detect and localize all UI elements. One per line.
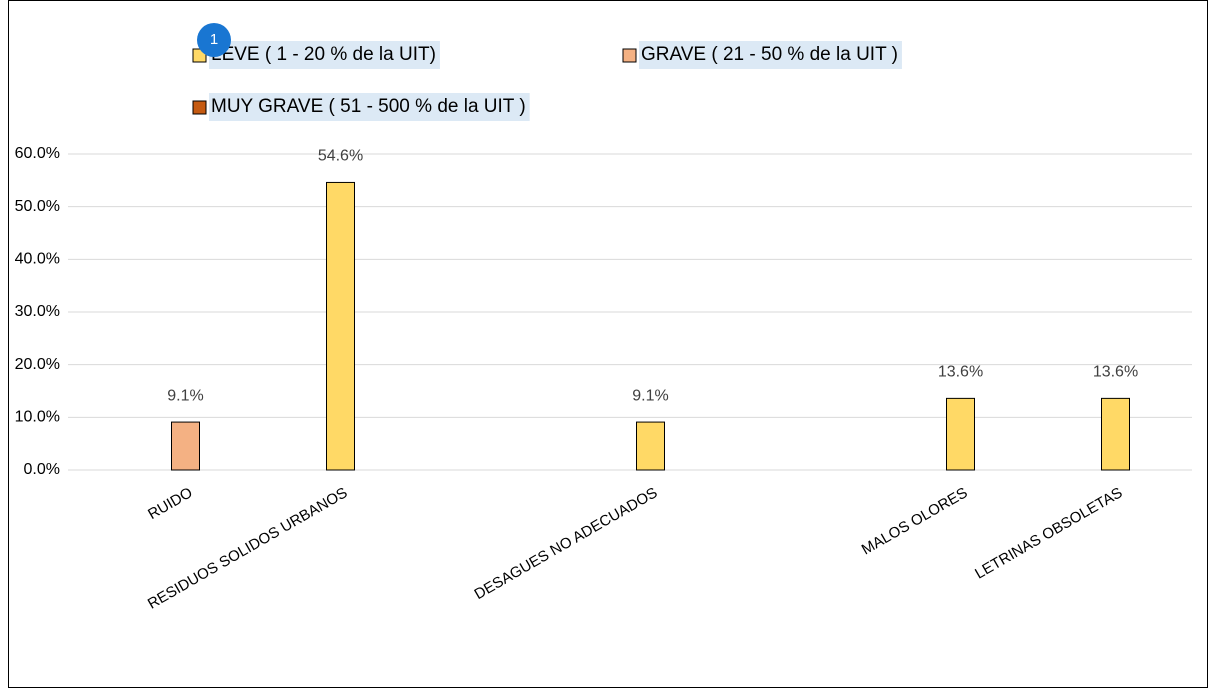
data-label: 13.6%	[1093, 364, 1138, 381]
bar	[326, 181, 355, 471]
bar	[171, 421, 200, 471]
y-tick-label: 0.0%	[24, 461, 60, 478]
chart-border	[8, 0, 1208, 688]
legend-swatch	[192, 100, 207, 115]
legend-highlight	[639, 41, 902, 69]
legend-label: GRAVE ( 21 - 50 % de la UIT )	[641, 44, 898, 65]
legend-highlight	[209, 93, 530, 121]
y-tick-label: 30.0%	[15, 303, 60, 320]
y-tick-label: 20.0%	[15, 356, 60, 373]
legend-swatch	[622, 48, 637, 63]
bar	[1101, 397, 1130, 471]
badge-label: 1	[210, 31, 218, 48]
y-tick-label: 60.0%	[15, 145, 60, 162]
data-label: 54.6%	[318, 148, 363, 165]
bar	[946, 397, 975, 471]
data-label: 13.6%	[938, 364, 983, 381]
data-label: 9.1%	[167, 387, 203, 404]
legend-label: MUY GRAVE ( 51 - 500 % de la UIT )	[211, 96, 526, 117]
y-tick-label: 40.0%	[15, 251, 60, 268]
y-tick-label: 10.0%	[15, 409, 60, 426]
bar	[636, 421, 665, 471]
badge	[197, 23, 231, 57]
legend-highlight	[209, 41, 440, 69]
data-label: 9.1%	[632, 387, 668, 404]
y-tick-label: 50.0%	[15, 198, 60, 215]
legend-label: LEVE ( 1 - 20 % de la UIT)	[211, 44, 436, 65]
